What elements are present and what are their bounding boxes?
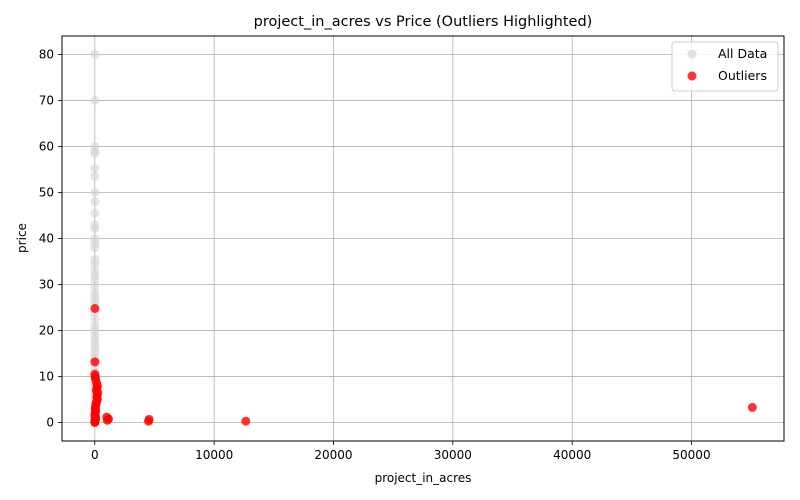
y-tick-label: 10 (39, 370, 54, 384)
y-tick-label: 40 (39, 232, 54, 246)
outlier-point (90, 418, 100, 428)
y-tick-label: 60 (39, 139, 54, 153)
all-data-point (90, 223, 100, 233)
all-data-point (90, 259, 100, 269)
all-data-point (90, 49, 100, 59)
y-tick-label: 30 (39, 278, 54, 292)
all-data-point (90, 187, 100, 197)
legend-marker-all-data (687, 49, 697, 59)
y-tick-label: 50 (39, 185, 54, 199)
outlier-point (241, 416, 251, 426)
all-data-point (90, 95, 100, 105)
x-tick-label: 0 (91, 448, 99, 462)
legend-label-outliers: Outliers (718, 68, 767, 83)
x-tick-label: 10000 (195, 448, 233, 462)
all-data-point (90, 275, 100, 285)
x-tick-label: 40000 (553, 448, 591, 462)
chart-title: project_in_acres vs Price (Outliers High… (254, 14, 593, 30)
legend-label-all-data: All Data (718, 46, 767, 61)
all-data-point (90, 197, 100, 207)
all-data-point (90, 208, 100, 218)
y-axis-label: price (15, 223, 29, 253)
y-axis-ticks: 0 10 20 30 40 50 60 70 80 (39, 47, 62, 430)
all-data-point (90, 164, 100, 174)
all-data-point (90, 314, 100, 324)
x-axis-ticks: 0 10000 20000 30000 40000 50000 (91, 441, 711, 462)
x-tick-label: 30000 (434, 448, 472, 462)
legend: All Data Outliers (671, 41, 779, 92)
outlier-point (144, 416, 154, 426)
series-outliers (90, 303, 757, 428)
all-data-point (90, 171, 100, 181)
all-data-point (90, 243, 100, 253)
x-tick-label: 50000 (672, 448, 710, 462)
outlier-point (90, 357, 100, 367)
x-axis-label: project_in_acres (375, 471, 472, 485)
x-tick-label: 20000 (314, 448, 352, 462)
all-data-point (90, 282, 100, 292)
legend-box (671, 41, 779, 92)
y-tick-label: 20 (39, 324, 54, 338)
y-tick-label: 0 (46, 416, 54, 430)
y-tick-label: 70 (39, 93, 54, 107)
outlier-point (747, 402, 757, 412)
legend-marker-outliers (687, 71, 697, 81)
outlier-point (90, 303, 100, 313)
all-data-point (90, 148, 100, 158)
outlier-point (102, 415, 112, 425)
y-tick-label: 80 (39, 47, 54, 61)
grid (62, 36, 784, 441)
